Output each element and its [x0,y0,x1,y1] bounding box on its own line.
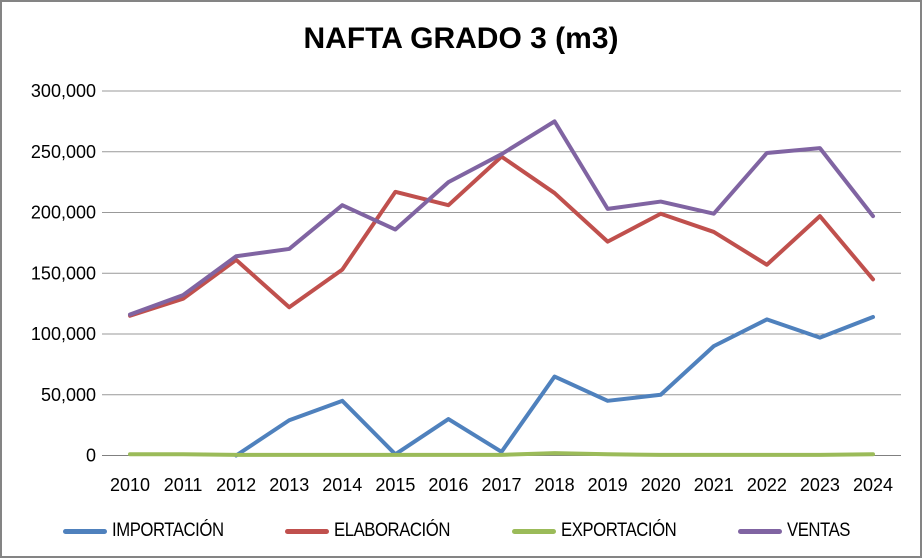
legend-label: VENTAS [787,520,851,541]
y-axis-tick-label: 0 [86,446,96,466]
x-axis-tick-label: 2022 [747,475,787,495]
legend-item-exportación: EXPORTACIÓN [511,520,692,542]
x-axis-tick-label: 2014 [322,475,362,495]
x-axis-tick-label: 2016 [428,475,468,495]
x-axis-tick-label: 2018 [535,475,575,495]
x-axis-tick-label: 2024 [853,475,893,495]
series-line-ventas [128,119,875,317]
series-line-importación [234,314,875,458]
legend-item-ventas: VENTAS [738,520,859,542]
y-axis-tick-label: 200,000 [31,203,96,223]
y-axis-tick-label: 250,000 [31,142,96,162]
legend-item-elaboración: ELABORACIÓN [285,520,466,542]
legend-swatch-icon [511,528,556,534]
x-axis-tick-label: 2017 [481,475,521,495]
series-line-elaboración [128,154,875,318]
legend-label: ELABORACIÓN [334,520,451,541]
y-axis-tick-label: 50,000 [41,385,96,405]
x-axis-tick-label: 2012 [216,475,256,495]
legend: IMPORTACIÓN ELABORACIÓN EXPORTACIÓN VENTAS [2,520,920,542]
x-axis-tick-label: 2013 [269,475,309,495]
series-line-exportación [128,451,875,457]
y-axis-tick-label: 150,000 [31,263,96,283]
x-axis-tick-label: 2023 [800,475,840,495]
x-axis-tick-label: 2015 [375,475,415,495]
x-axis-tick-label: 2021 [694,475,734,495]
x-axis-tick-label: 2010 [110,475,150,495]
legend-item-importación: IMPORTACIÓN [63,520,239,542]
y-axis-tick-label: 100,000 [31,324,96,344]
x-axis-tick-label: 2020 [641,475,681,495]
legend-swatch-icon [63,528,108,534]
x-axis-tick-label: 2011 [164,475,203,495]
legend-swatch-icon [738,528,782,534]
legend-swatch-icon [285,528,330,534]
x-axis-tick-label: 2019 [588,475,628,495]
chart-title: NAFTA GRADO 3 (m3) [303,22,619,55]
legend-label: EXPORTACIÓN [560,520,677,541]
legend-label: IMPORTACIÓN [112,520,224,541]
y-axis-tick-label: 300,000 [31,81,96,101]
